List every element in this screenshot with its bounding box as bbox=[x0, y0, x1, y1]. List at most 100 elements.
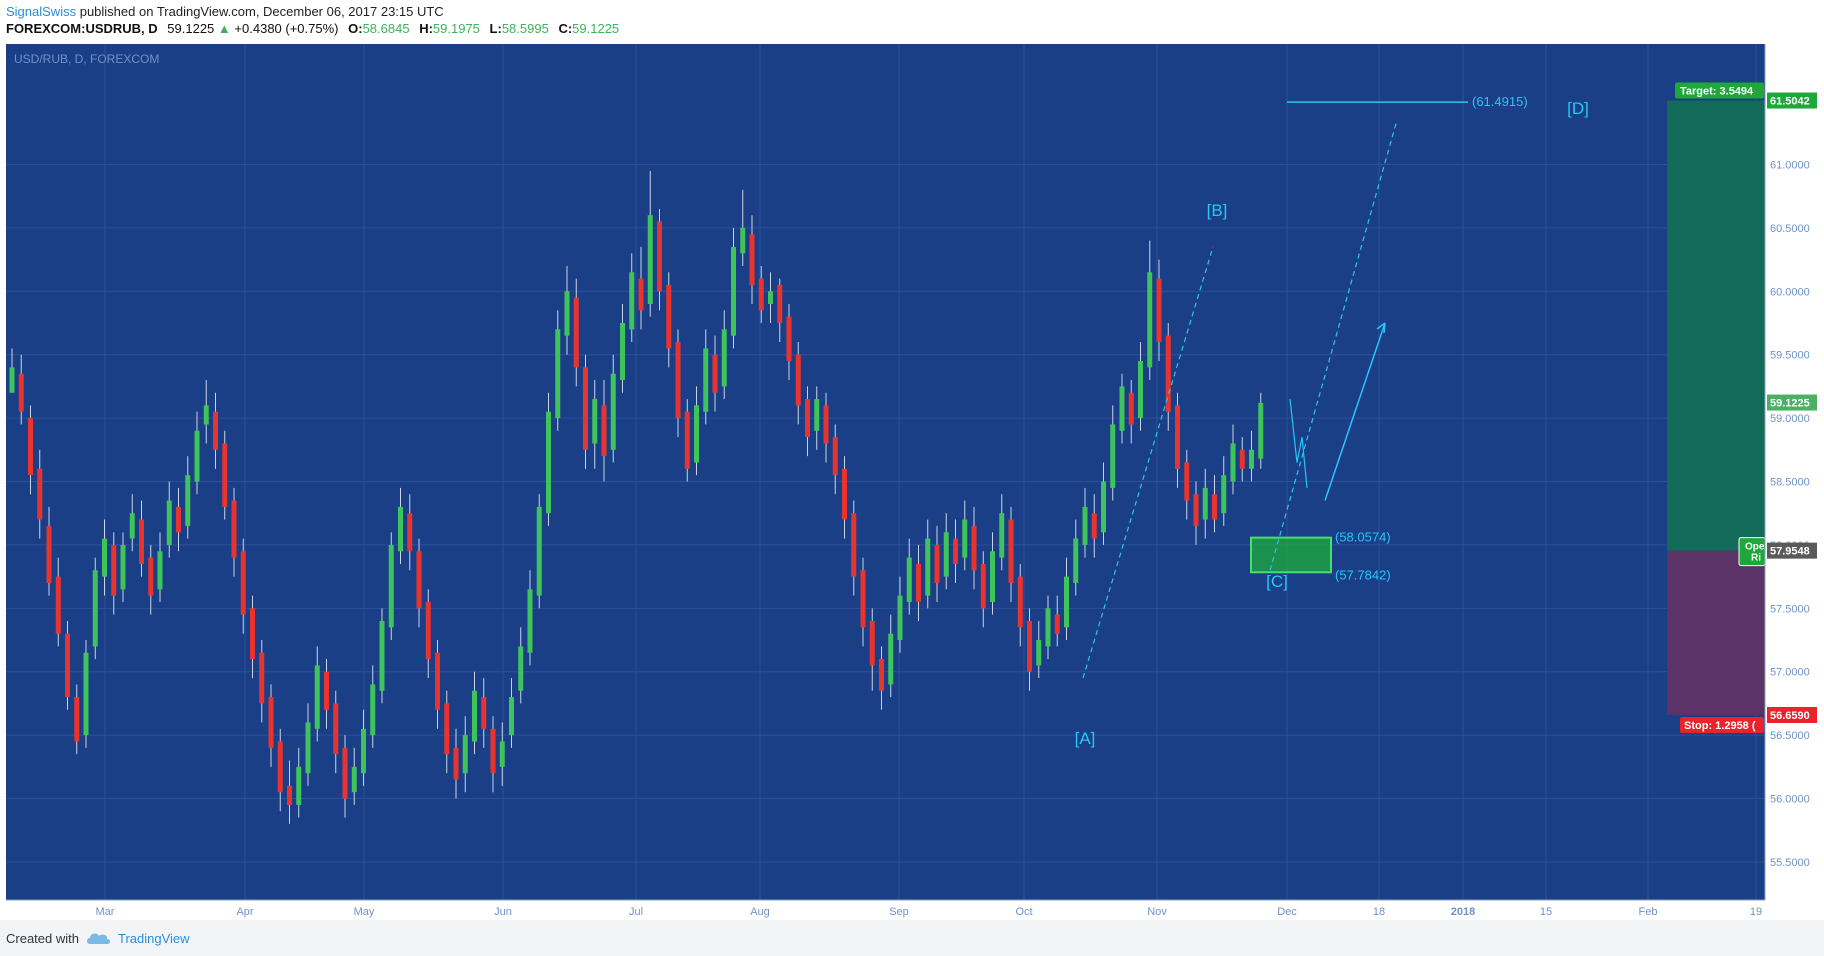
candle-down bbox=[148, 557, 154, 596]
candle-down bbox=[425, 601, 431, 660]
last-price-tag: 59.1225 bbox=[1770, 398, 1810, 410]
stop-zone bbox=[1667, 550, 1765, 715]
candle-down bbox=[1184, 462, 1190, 501]
tradingview-link[interactable]: TradingView bbox=[118, 931, 190, 946]
created-with-label: Created with bbox=[6, 931, 79, 946]
candle-up bbox=[157, 551, 163, 590]
last-price-tag-bg bbox=[1767, 394, 1817, 411]
stop-label-bg bbox=[1680, 716, 1764, 733]
candle-down bbox=[980, 563, 986, 609]
price-change: +0.4380 (+0.75%) bbox=[234, 21, 339, 36]
x-tick-label: Aug bbox=[750, 906, 770, 918]
candle-up bbox=[361, 728, 366, 774]
chart-area[interactable]: USD/RUB, D, FOREXCOM (61.4915) (58.0574)(… bbox=[0, 44, 1824, 920]
chart-symbol-label: USD/RUB, D, FOREXCOM bbox=[14, 52, 159, 66]
symbol-line: FOREXCOM:USDRUB, D 59.1225 ▲ +0.4380 (+0… bbox=[6, 21, 619, 36]
x-tick-label: 15 bbox=[1540, 906, 1552, 918]
candle-down bbox=[777, 284, 783, 323]
candle-down bbox=[139, 519, 144, 564]
candle-down bbox=[601, 405, 607, 457]
candle-up bbox=[906, 557, 912, 602]
candle-up bbox=[129, 513, 135, 539]
stop-price-tag: 56.6590 bbox=[1770, 710, 1810, 722]
candle-down bbox=[342, 747, 348, 799]
wave-label: [D] bbox=[1567, 99, 1589, 118]
candle-down bbox=[74, 697, 80, 742]
candle-down bbox=[869, 621, 875, 666]
open-value: 58.6845 bbox=[362, 21, 410, 36]
stop-price-tag-bg bbox=[1767, 706, 1817, 723]
candle-down bbox=[805, 399, 810, 438]
candle-up bbox=[305, 722, 311, 774]
level-label: (61.4915) bbox=[1472, 94, 1528, 109]
candle-down bbox=[1128, 392, 1134, 425]
candle-down bbox=[1239, 449, 1245, 469]
candle-up bbox=[1258, 402, 1264, 459]
x-tick-label: May bbox=[354, 906, 375, 918]
candle-up bbox=[1110, 424, 1116, 488]
x-tick-label: 2018 bbox=[1451, 906, 1475, 918]
candle-down bbox=[435, 652, 440, 710]
x-tick-label: Apr bbox=[236, 906, 253, 918]
candle-down bbox=[231, 500, 237, 558]
candle-down bbox=[832, 437, 838, 476]
candle-down bbox=[1156, 278, 1162, 343]
candle-down bbox=[879, 659, 884, 691]
candle-up bbox=[897, 595, 903, 641]
candle-down bbox=[842, 468, 847, 520]
candle-down bbox=[176, 506, 181, 533]
candle-down bbox=[46, 525, 52, 583]
candle-down bbox=[111, 544, 117, 596]
candle-up bbox=[990, 551, 995, 602]
candle-down bbox=[749, 234, 755, 285]
candle-down bbox=[444, 703, 450, 755]
candle-up bbox=[102, 538, 107, 577]
candle-down bbox=[657, 221, 662, 292]
target-label: Target: 3.5494 bbox=[1680, 86, 1754, 98]
x-tick-label: Jun bbox=[494, 906, 512, 918]
candle-up bbox=[203, 405, 209, 425]
candle-down bbox=[277, 741, 283, 793]
axes: 55.500056.000056.500057.000057.500058.00… bbox=[6, 44, 1817, 918]
candle-up bbox=[388, 544, 394, 628]
x-tick-label: Sep bbox=[889, 906, 909, 918]
author-link[interactable]: SignalSwiss bbox=[6, 4, 77, 19]
target-price-tag: 61.5042 bbox=[1770, 96, 1810, 108]
open-label: O: bbox=[348, 21, 363, 36]
y-tick-label: 55.5000 bbox=[1770, 857, 1810, 869]
candle-up bbox=[962, 519, 968, 558]
grid bbox=[6, 44, 1765, 900]
candle-up bbox=[527, 589, 533, 653]
candle-down bbox=[333, 703, 339, 755]
candle-up bbox=[740, 227, 746, 254]
candle-up bbox=[83, 652, 89, 736]
candle-down bbox=[222, 443, 228, 507]
candle-down bbox=[37, 468, 43, 520]
y-tick-label: 56.0000 bbox=[1770, 794, 1810, 806]
candle-down bbox=[287, 785, 292, 805]
candle-down bbox=[268, 697, 274, 748]
x-tick-label: 18 bbox=[1373, 906, 1385, 918]
candle-up bbox=[314, 665, 320, 729]
arrow-head-icon bbox=[1376, 322, 1386, 334]
candle-down bbox=[712, 354, 718, 393]
candle-up bbox=[1036, 640, 1042, 666]
y-tick-label: 57.5000 bbox=[1770, 603, 1810, 615]
target-price-tag-bg bbox=[1767, 92, 1817, 109]
candle-down bbox=[18, 373, 24, 412]
candle-up bbox=[592, 399, 598, 444]
price-chart[interactable]: USD/RUB, D, FOREXCOM (61.4915)(58.0574)(… bbox=[0, 44, 1824, 920]
publish-line: SignalSwiss published on TradingView.com… bbox=[6, 4, 444, 19]
candle-up bbox=[629, 272, 635, 330]
candle-down bbox=[1091, 513, 1097, 539]
high-value: 59.1975 bbox=[432, 21, 480, 36]
candle-up bbox=[92, 570, 98, 647]
candle-down bbox=[860, 570, 866, 628]
candle-up bbox=[194, 430, 200, 482]
candle-up bbox=[120, 544, 126, 590]
y-tick-label: 58.5000 bbox=[1770, 477, 1810, 489]
candle-down bbox=[934, 544, 940, 583]
candles bbox=[9, 170, 1264, 824]
low-value: 58.5995 bbox=[501, 21, 549, 36]
candle-up bbox=[546, 411, 551, 514]
